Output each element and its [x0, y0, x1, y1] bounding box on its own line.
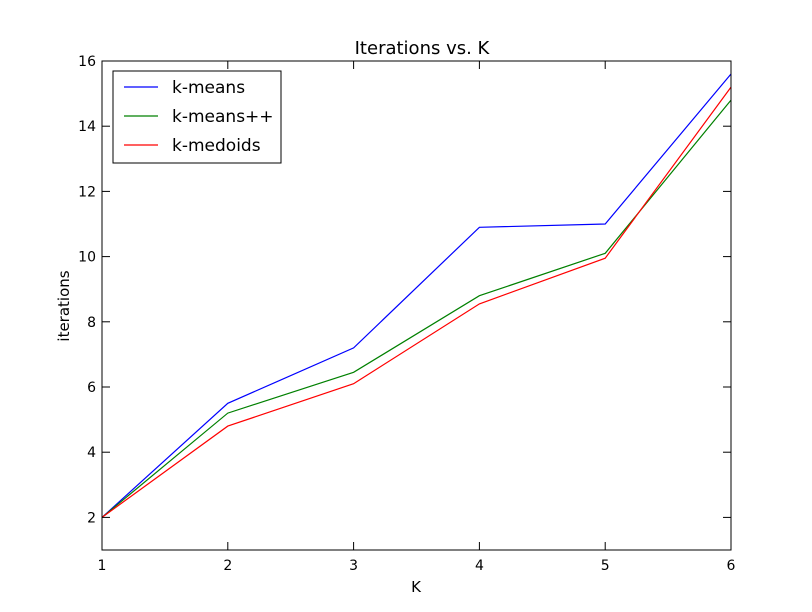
x-tick-label: 2 [223, 558, 232, 574]
plot-area [101, 73, 732, 518]
x-tick-label: 6 [727, 558, 736, 574]
series-line-k-medoids [101, 86, 732, 518]
y-tick-label: 6 [87, 380, 96, 396]
legend-label: k-means++ [172, 107, 274, 127]
x-tick-label: 1 [98, 558, 107, 574]
x-axis-ticks: 1 2 3 4 5 6 [98, 61, 736, 574]
y-axis-ticks: 2 4 6 8 10 12 14 16 [78, 54, 731, 526]
x-tick-label: 3 [349, 558, 358, 574]
legend-box [112, 70, 282, 164]
y-tick-label: 8 [87, 315, 96, 331]
y-tick-label: 2 [87, 510, 96, 526]
y-tick-label: 4 [87, 445, 96, 461]
x-tick-label: 4 [475, 558, 484, 574]
plot-frame [101, 60, 732, 551]
legend-label: k-medoids [172, 136, 261, 156]
x-axis-label: K [411, 578, 422, 596]
chart-title: Iterations vs. K [355, 38, 491, 59]
series-line-k-meansplusplus [101, 99, 732, 518]
y-tick-label: 16 [78, 54, 96, 70]
y-axis-label: iterations [55, 270, 73, 341]
legend-label: k-means [172, 78, 245, 98]
x-tick-label: 5 [601, 558, 610, 574]
y-tick-label: 12 [78, 184, 96, 200]
y-tick-label: 14 [78, 119, 96, 135]
legend: k-means k-means++ k-medoids [112, 70, 282, 164]
series-line-k-means [101, 73, 732, 518]
y-tick-label: 10 [78, 250, 96, 266]
